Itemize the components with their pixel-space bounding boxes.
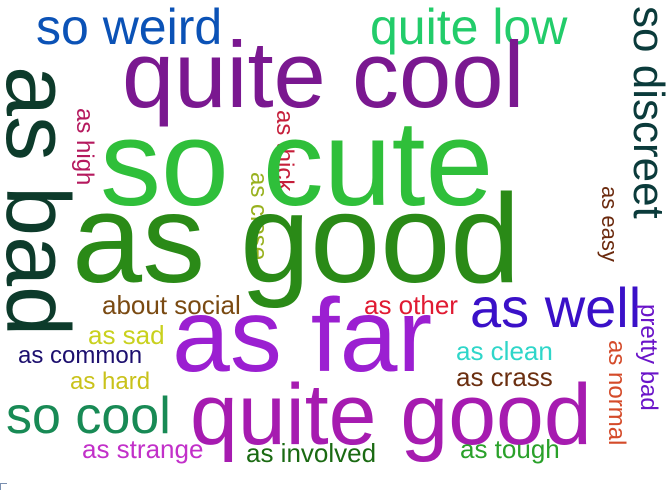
word-as-bad: as bad	[0, 66, 87, 337]
word-as-sad: as sad	[88, 320, 165, 350]
word-as-normal: as normal	[603, 340, 630, 446]
word-as-tough: as tough	[460, 434, 560, 464]
corner-mark	[0, 483, 7, 490]
word-pretty-bad: pretty bad	[635, 304, 662, 411]
word-as-hard: as hard	[70, 368, 151, 395]
word-so-cool: so cool	[6, 387, 171, 445]
word-as-other: as other	[364, 290, 458, 320]
word-as-common: as common	[18, 342, 143, 369]
word-as-easy: as easy	[597, 186, 622, 262]
word-as-far: as far	[172, 278, 433, 394]
word-quite-good: quite good	[190, 367, 592, 463]
word-about-social: about social	[102, 290, 241, 320]
word-so-cute: so cute	[100, 95, 494, 231]
word-as-crass: as crass	[456, 362, 553, 392]
word-as-well: as well	[470, 276, 642, 339]
word-so-weird: so weird	[36, 0, 223, 55]
word-as-good: as good	[72, 168, 521, 309]
word-as-clean: as clean	[456, 336, 553, 366]
word-as-involved: as involved	[246, 438, 377, 468]
word-quite-cool: quite cool	[122, 22, 525, 127]
word-as-strange: as strange	[82, 434, 204, 464]
word-so-discreet: so discreet	[624, 6, 672, 219]
word-quite-low: quite low	[370, 0, 568, 55]
